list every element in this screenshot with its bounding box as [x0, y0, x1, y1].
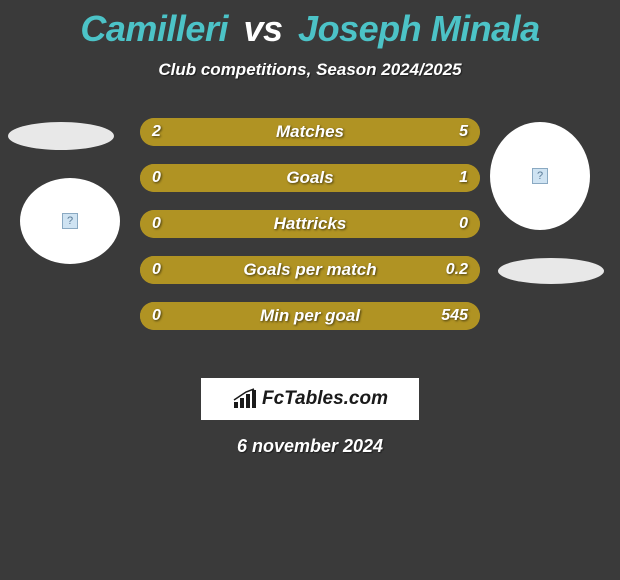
brand-chart-icon [232, 388, 258, 410]
competition-subtitle: Club competitions, Season 2024/2025 [0, 60, 620, 80]
stat-bar-right-value: 1 [459, 164, 468, 192]
stat-bar-row: Hattricks0 0 [140, 210, 480, 238]
vs-label: vs [243, 8, 282, 49]
player2-name: Joseph Minala [298, 8, 540, 49]
stat-bar-left-value: 0 [152, 164, 161, 192]
stat-bar-right-value: 5 [459, 118, 468, 146]
stat-bar-left-value: 0 [152, 302, 161, 330]
stat-bar-row: Goals0 1 [140, 164, 480, 192]
stat-bar-right-value: 545 [441, 302, 468, 330]
stat-bar-right-value: 0.2 [446, 256, 468, 284]
snapshot-date: 6 november 2024 [0, 436, 620, 457]
stat-bar-label: Min per goal [140, 302, 480, 330]
stat-bar-label: Matches [140, 118, 480, 146]
player1-name: Camilleri [80, 8, 228, 49]
stat-bar-right-value: 0 [459, 210, 468, 238]
stat-bar-left-value: 0 [152, 256, 161, 284]
brand-text: FcTables.com [262, 388, 388, 410]
stat-bar-label: Hattricks [140, 210, 480, 238]
comparison-title: Camilleri vs Joseph Minala [0, 0, 620, 50]
stat-bar-left-value: 2 [152, 118, 161, 146]
stat-bar-row: Min per goal0 545 [140, 302, 480, 330]
stat-bar-label: Goals [140, 164, 480, 192]
stats-stage: Matches25Goals01Hattricks00Goals per mat… [0, 118, 620, 358]
brand-box: FcTables.com [201, 378, 419, 420]
stat-bar-row: Goals per match0 0.2 [140, 256, 480, 284]
stat-bar-row: Matches2 5 [140, 118, 480, 146]
stat-bar-left-value: 0 [152, 210, 161, 238]
stat-bar-label: Goals per match [140, 256, 480, 284]
stat-bars-container: Matches25Goals01Hattricks00Goals per mat… [140, 118, 480, 348]
